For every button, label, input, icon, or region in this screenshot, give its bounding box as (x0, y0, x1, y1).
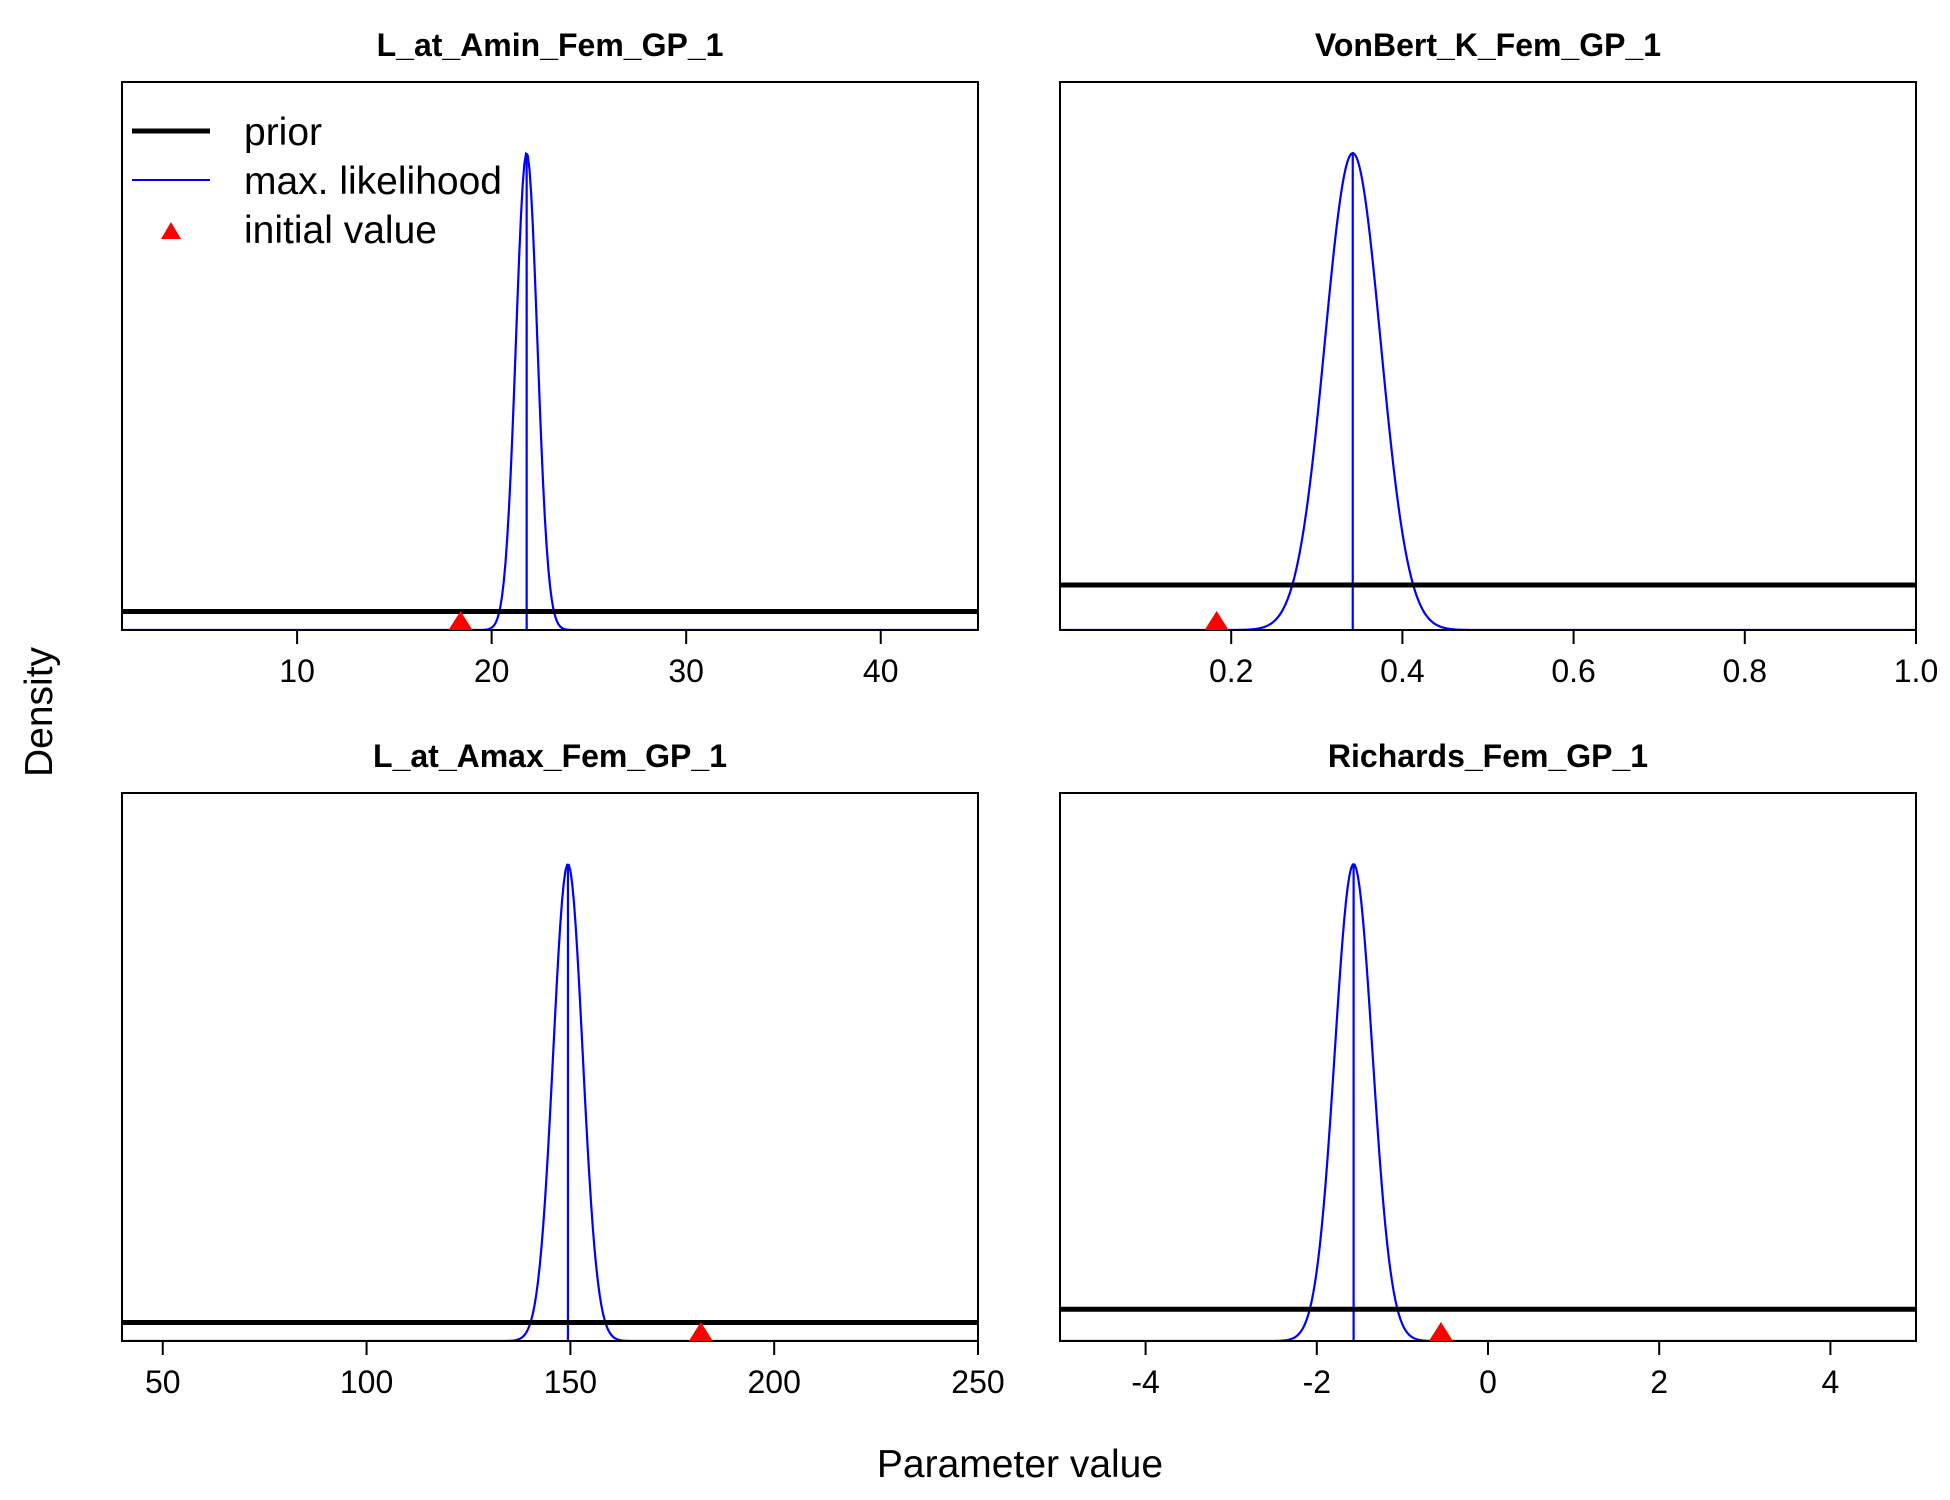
x-tick-label: 2 (1650, 1364, 1668, 1400)
plot-area (1060, 151, 1916, 630)
y-axis-title: Density (18, 646, 61, 777)
x-tick-label: 40 (863, 653, 899, 689)
plot-frame (1059, 81, 1917, 631)
x-tick-label: 4 (1822, 1364, 1840, 1400)
x-tick-label: 0.4 (1380, 653, 1424, 689)
x-tick-label: 200 (747, 1364, 800, 1400)
legend: prior max. likelihood initial value (132, 111, 502, 252)
legend-entry: prior (132, 111, 322, 154)
x-tick-label: 250 (951, 1364, 1004, 1400)
initial-value-marker (1204, 611, 1229, 630)
panel-title: L_at_Amin_Fem_GP_1 (377, 27, 724, 63)
plot-frame (121, 81, 979, 631)
legend-label: initial value (244, 209, 437, 252)
plot-area (1060, 863, 1916, 1341)
panel-3: L_at_Amax_Fem_GP_1 50 100 150 200 250 (121, 738, 1005, 1400)
panel-title: L_at_Amax_Fem_GP_1 (373, 738, 727, 774)
initial-value-marker (688, 1322, 713, 1341)
panel-2: VonBert_K_Fem_GP_1 0.2 0.4 0.6 0.8 1.0 (1059, 27, 1938, 689)
x-axis-title: Parameter value (877, 1443, 1163, 1486)
x-tick-label: 100 (340, 1364, 393, 1400)
legend-entry: max. likelihood (132, 160, 502, 203)
plot-area (122, 151, 978, 630)
panel-4: Richards_Fem_GP_1 -4 -2 0 2 4 (1059, 738, 1917, 1400)
legend-label: prior (244, 111, 322, 154)
plot-frame (121, 792, 979, 1342)
panel-1: L_at_Amin_Fem_GP_1 10 20 30 40 (121, 27, 979, 689)
max-likelihood-curve (122, 151, 978, 630)
x-tick-label: -2 (1303, 1364, 1331, 1400)
legend-label: max. likelihood (244, 160, 502, 203)
x-tick-label: 1.0 (1894, 653, 1938, 689)
x-tick-label: 50 (145, 1364, 181, 1400)
panel-title: VonBert_K_Fem_GP_1 (1315, 27, 1661, 63)
x-tick-label: 10 (279, 653, 315, 689)
initial-value-marker (1428, 1322, 1453, 1341)
x-tick-label: 150 (544, 1364, 597, 1400)
x-tick-label: 30 (668, 653, 704, 689)
x-tick-label: 20 (474, 653, 510, 689)
plot-area (122, 863, 978, 1341)
x-tick-label: 0 (1479, 1364, 1497, 1400)
x-tick-label: -4 (1131, 1364, 1159, 1400)
x-tick-label: 0.6 (1551, 653, 1595, 689)
initial-value-marker (448, 611, 473, 630)
max-likelihood-curve (122, 863, 978, 1341)
legend-entry: initial value (161, 209, 437, 252)
panels: L_at_Amin_Fem_GP_110 20 30 40VonBert_K_Fem_… (121, 27, 1938, 1400)
x-tick-label: 0.2 (1209, 653, 1253, 689)
legend-initial-swatch (161, 222, 181, 239)
x-tick-label: 0.8 (1723, 653, 1767, 689)
panel-title: Richards_Fem_GP_1 (1328, 738, 1648, 774)
